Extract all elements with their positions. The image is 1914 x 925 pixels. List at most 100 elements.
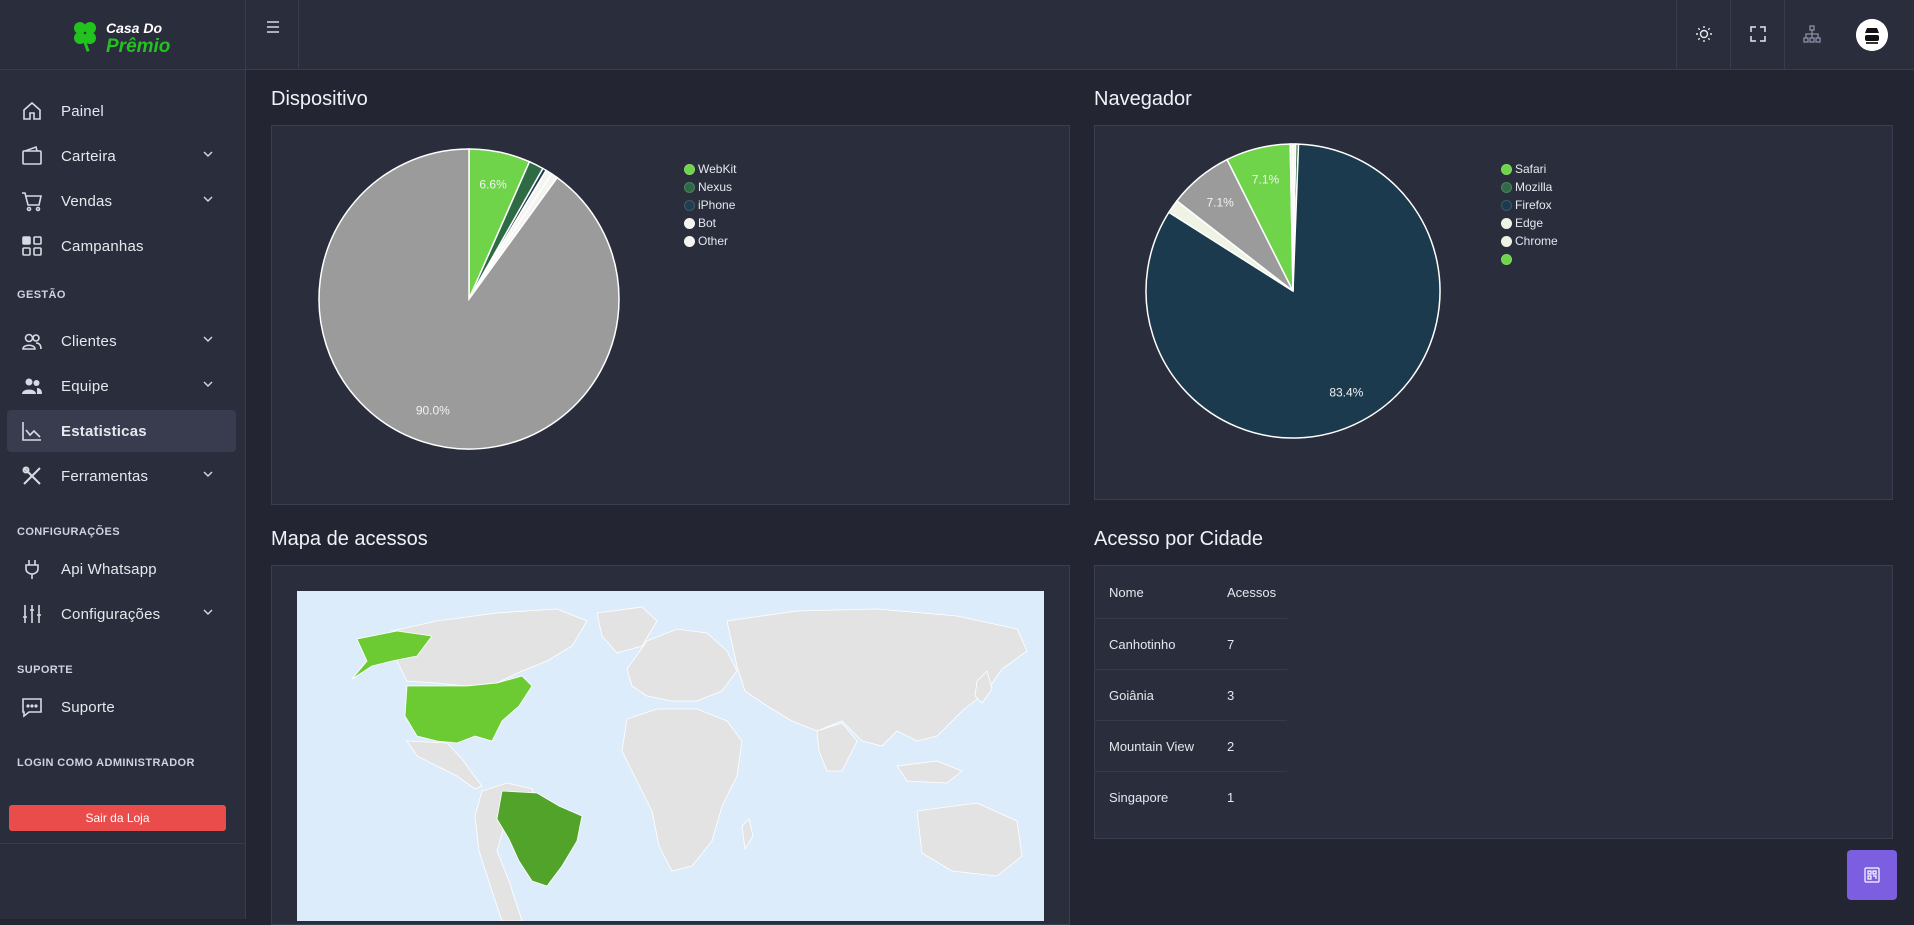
navegador-pie-chart: 83.4% 7.1% 7.1% [1145,143,1441,439]
sliders-icon [19,601,45,627]
sidebar-item-estatisticas[interactable]: Estatisticas [7,410,236,452]
navegador-legend-swatch [1501,163,1512,175]
navegador-legend-item[interactable]: Mozilla [1501,178,1558,196]
chevron-down-icon [203,336,213,342]
dispositivo-legend-item[interactable]: Nexus [684,178,736,196]
navegador-legend-swatch [1501,217,1512,229]
dispositivo-legend-item[interactable]: iPhone [684,196,736,214]
navegador-legend-item[interactable]: Safari [1501,160,1558,178]
avatar-image [1856,19,1888,51]
navegador-title: Navegador [1094,88,1192,110]
avatar[interactable] [1856,19,1888,51]
navegador-legend-label: Edge [1515,216,1544,230]
column-header-acessos: Acessos [1212,566,1287,619]
dispositivo-data-label-0: 6.6% [479,178,507,192]
sidebar-nav: Painel Carteira Vendas Campanhas GESTÃO [0,90,246,779]
navegador-legend-item[interactable]: Firefox [1501,196,1558,214]
sidebar-item-label: Carteira [61,147,116,165]
sidebar-item-suporte[interactable]: Suporte [7,686,236,728]
cell-nome: Mountain View [1094,720,1212,772]
section-gestao: GESTÃO [17,289,66,301]
fullscreen-icon [1750,26,1766,42]
navegador-legend-label: Firefox [1515,198,1552,212]
sidebar-item-painel[interactable]: Painel [7,90,236,132]
navegador-legend-item[interactable]: Chrome [1501,232,1558,250]
mapa-card [271,565,1070,925]
map-region-brazil[interactable] [496,790,583,887]
sidebar-item-campanhas[interactable]: Campanhas [7,225,236,267]
floating-action-button[interactable] [1847,850,1897,900]
plug-icon [19,556,45,582]
dispositivo-data-label-5: 90.0% [416,403,450,417]
sitemap-icon [1803,25,1821,43]
clover-icon: Casa Do Prêmio [74,20,170,56]
navegador-data-label-5: 7.1% [1252,173,1280,187]
sidebar-item-carteira[interactable]: Carteira [7,135,236,177]
dispositivo-legend-swatch [684,217,695,229]
navegador-data-label-4: 7.1% [1207,195,1235,209]
dispositivo-legend-item[interactable]: Bot [684,214,736,232]
cell-nome: Goiânia [1094,669,1212,721]
sidebar-item-configuracoes[interactable]: Configurações [7,593,236,635]
navegador-legend-swatch [1501,199,1512,211]
mapa-title: Mapa de acessos [271,528,428,550]
cidade-table: Nome Acessos Canhotinho 7 Goiânia 3 Moun… [1094,566,1287,822]
sidebar-item-ferramentas[interactable]: Ferramentas [7,455,236,497]
section-suporte: SUPORTE [17,664,73,676]
sidebar-item-api-whatsapp[interactable]: Api Whatsapp [7,548,236,590]
chevron-down-icon [203,151,213,157]
sidebar-item-equipe[interactable]: Equipe [7,365,236,407]
sidebar-item-label: Ferramentas [61,467,149,485]
dispositivo-slice-5[interactable] [318,148,620,450]
hamburger-icon [267,21,279,33]
dispositivo-legend-swatch [684,235,695,247]
brand-logo[interactable]: Casa Do Prêmio [0,0,246,70]
dispositivo-legend: WebKit Nexus iPhone Bot Other [684,160,736,250]
table-header-row: Nome Acessos [1094,566,1287,619]
dispositivo-legend-swatch [684,181,695,193]
sidebar-divider [0,843,246,844]
cart-icon [19,188,45,214]
sidebar-item-label: Configurações [61,605,161,623]
map-land [391,606,1028,921]
sidebar-item-label: Suporte [61,698,115,716]
navegador-legend-swatch [1501,235,1512,247]
cell-acessos: 1 [1227,789,1235,805]
dispositivo-legend-item[interactable]: Other [684,232,736,250]
grid-icon [19,233,45,259]
navegador-legend-item[interactable] [1501,250,1558,268]
chevron-down-icon [203,196,213,202]
cell-acessos: 2 [1212,720,1287,772]
dispositivo-legend-label: Nexus [698,180,733,194]
navegador-slice-6[interactable] [1289,143,1294,292]
chevron-down-icon [203,609,213,615]
fullscreen-button[interactable] [1730,0,1785,70]
sitemap-button[interactable] [1784,0,1839,70]
column-header-nome: Nome [1094,566,1212,619]
theme-toggle-button[interactable] [1676,0,1731,70]
sidebar-item-vendas[interactable]: Vendas [7,180,236,222]
navegador-legend-label: Chrome [1515,234,1558,248]
team-icon [19,373,45,399]
logout-button[interactable]: Sair da Loja [9,805,226,831]
dispositivo-title: Dispositivo [271,88,368,110]
navegador-legend-label: Mozilla [1515,180,1553,194]
cell-acessos: 3 [1212,669,1287,721]
dispositivo-legend-item[interactable]: WebKit [684,160,736,178]
world-map[interactable] [297,591,1044,921]
svg-text:Prêmio: Prêmio [106,36,170,56]
table-row: Canhotinho 7 [1094,618,1287,670]
sidebar-item-clientes[interactable]: Clientes [7,320,236,362]
cidade-title: Acesso por Cidade [1094,528,1263,550]
users-icon [19,328,45,354]
tools-icon [19,463,45,489]
navegador-legend-swatch [1501,181,1512,193]
map-region-usa[interactable] [404,675,533,744]
map-region-alaska[interactable] [351,630,433,680]
menu-toggle-button[interactable] [246,0,299,70]
section-admin: LOGIN COMO ADMINISTRADOR [17,757,195,769]
section-configuracoes: CONFIGURAÇÕES [17,526,120,538]
navegador-legend-item[interactable]: Edge [1501,214,1558,232]
table-row: Singapore 1 [1094,772,1287,823]
sun-icon [1696,26,1712,42]
